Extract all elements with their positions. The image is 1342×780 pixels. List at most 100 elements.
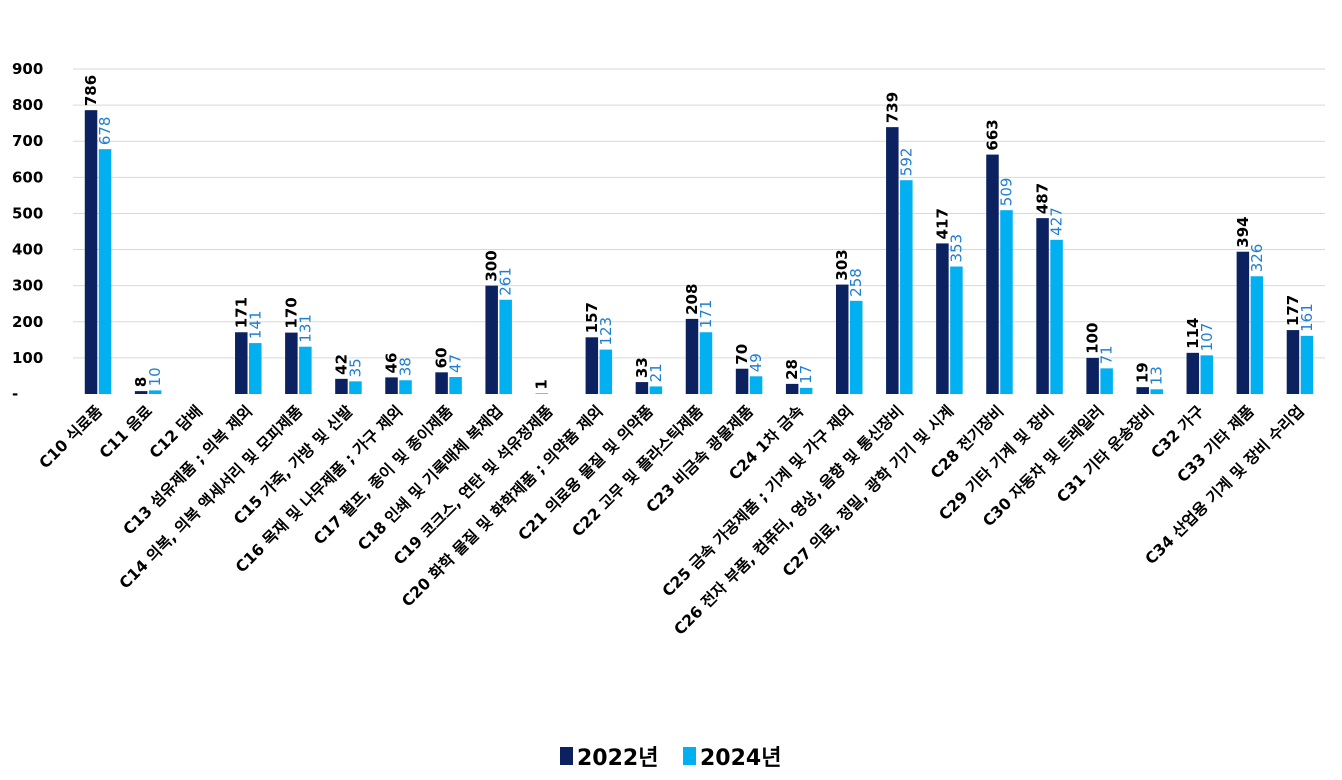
y-tick-label: 400 [12, 241, 43, 259]
y-tick-label: - [12, 385, 18, 403]
data-label-2022: 177 [1284, 295, 1302, 326]
bar-2022 [335, 378, 348, 394]
legend: 2022년 2024년 [560, 746, 781, 771]
data-label-2022: 70 [733, 344, 751, 365]
data-label-2022: 46 [383, 353, 401, 374]
data-label-2022: 114 [1184, 318, 1202, 349]
bar-2022 [285, 332, 298, 394]
data-label-2022: 1 [533, 379, 551, 389]
data-label-2022: 42 [332, 354, 350, 375]
data-label-2022: 100 [1084, 323, 1102, 354]
bar-2024 [1050, 239, 1063, 394]
data-label-2022: 19 [1134, 362, 1152, 383]
data-label-2022: 303 [833, 249, 851, 280]
data-label-2022: 394 [1234, 216, 1252, 247]
data-label-2024: 258 [847, 268, 865, 297]
bar-2024 [1100, 368, 1113, 394]
data-label-2022: 300 [483, 250, 501, 281]
data-label-2024: 47 [447, 354, 465, 373]
data-label-2024: 123 [597, 317, 615, 346]
bar-2024 [399, 380, 412, 394]
bar-2024 [849, 300, 863, 394]
data-label-2024: 509 [997, 178, 1015, 207]
data-label-2022: 487 [1034, 183, 1052, 214]
data-label-2024: 261 [497, 267, 515, 296]
data-label-2024: 49 [747, 353, 765, 372]
x-category-label: C31 기타 운송장비 [1053, 402, 1157, 506]
data-label-2024: 678 [96, 117, 114, 146]
bar-2024 [1000, 210, 1013, 394]
bar-2024 [699, 332, 713, 394]
data-label-2022: 786 [82, 75, 100, 106]
gridlines [73, 68, 1325, 359]
bar-2024 [1200, 355, 1214, 394]
bar-2022 [685, 318, 699, 394]
bar-2024 [799, 387, 813, 394]
bar-2022 [134, 391, 148, 394]
data-label-2022: 8 [132, 377, 150, 387]
data-label-2024: 161 [1298, 303, 1316, 332]
bar-2022 [785, 383, 799, 394]
data-label-2024: 13 [1148, 366, 1166, 385]
data-label-2022: 417 [933, 208, 951, 239]
bars [84, 110, 1314, 395]
bar-2022 [886, 127, 899, 394]
bar-2024 [1250, 276, 1264, 394]
bar-2022 [84, 110, 98, 395]
y-tick-label: 700 [12, 132, 43, 150]
data-label-2022: 171 [232, 297, 250, 328]
data-label-2024: 21 [647, 363, 665, 382]
bar-2022 [986, 154, 999, 394]
data-label-2024: 71 [1098, 345, 1116, 364]
legend-swatch-2022 [560, 747, 573, 765]
legend-label-2024: 2024년 [700, 746, 781, 771]
bar-2024 [349, 381, 362, 394]
data-label-2022: 739 [883, 92, 901, 123]
y-tick-label: 900 [12, 60, 43, 78]
y-tick-label: 600 [12, 168, 43, 186]
bar-2024 [148, 390, 162, 394]
bar-2022 [1136, 387, 1149, 394]
x-category-label: C11 음료 [96, 402, 156, 462]
data-label-2022: 208 [683, 284, 701, 315]
data-label-2024: 17 [797, 365, 815, 384]
data-label-2024: 107 [1198, 323, 1216, 352]
bar-2024 [1150, 389, 1163, 394]
data-label-2024: 171 [697, 300, 715, 329]
y-axis-tick-labels: - 100 200 300 400 500 600 700 800 900 [12, 60, 43, 403]
data-label-2024: 10 [146, 367, 164, 386]
bar-2024 [249, 343, 262, 394]
y-tick-label: 100 [12, 349, 43, 367]
data-label-2022: 60 [433, 347, 451, 368]
data-label-2022: 170 [282, 297, 300, 328]
data-label-2022: 663 [983, 119, 1001, 150]
bar-2022 [1086, 357, 1099, 394]
legend-swatch-2024 [683, 747, 696, 765]
data-label-2024: 141 [246, 310, 264, 339]
x-category-label: C10 식료품 [36, 402, 106, 472]
bar-2022 [585, 337, 599, 394]
bar-2024 [499, 299, 512, 394]
data-label-2024: 427 [1048, 207, 1066, 236]
bar-2024 [900, 180, 913, 394]
data-label-2024: 38 [397, 357, 415, 376]
bar-2022 [835, 284, 849, 394]
y-tick-label: 300 [12, 277, 43, 295]
bar-2024 [299, 346, 312, 394]
data-label-2024: 131 [296, 314, 314, 343]
bar-2024 [649, 386, 663, 394]
bar-2022 [235, 332, 248, 394]
data-label-2022: 28 [783, 359, 801, 380]
bar-2024 [449, 377, 462, 394]
bar-2024 [599, 349, 613, 394]
bar-2024 [749, 376, 763, 394]
legend-label-2022: 2022년 [577, 746, 658, 771]
bar-2022 [635, 382, 649, 394]
data-label-2024: 326 [1248, 244, 1266, 273]
data-label-2024: 353 [947, 234, 965, 263]
bar-2024 [98, 149, 112, 394]
bar-2022 [435, 372, 448, 394]
